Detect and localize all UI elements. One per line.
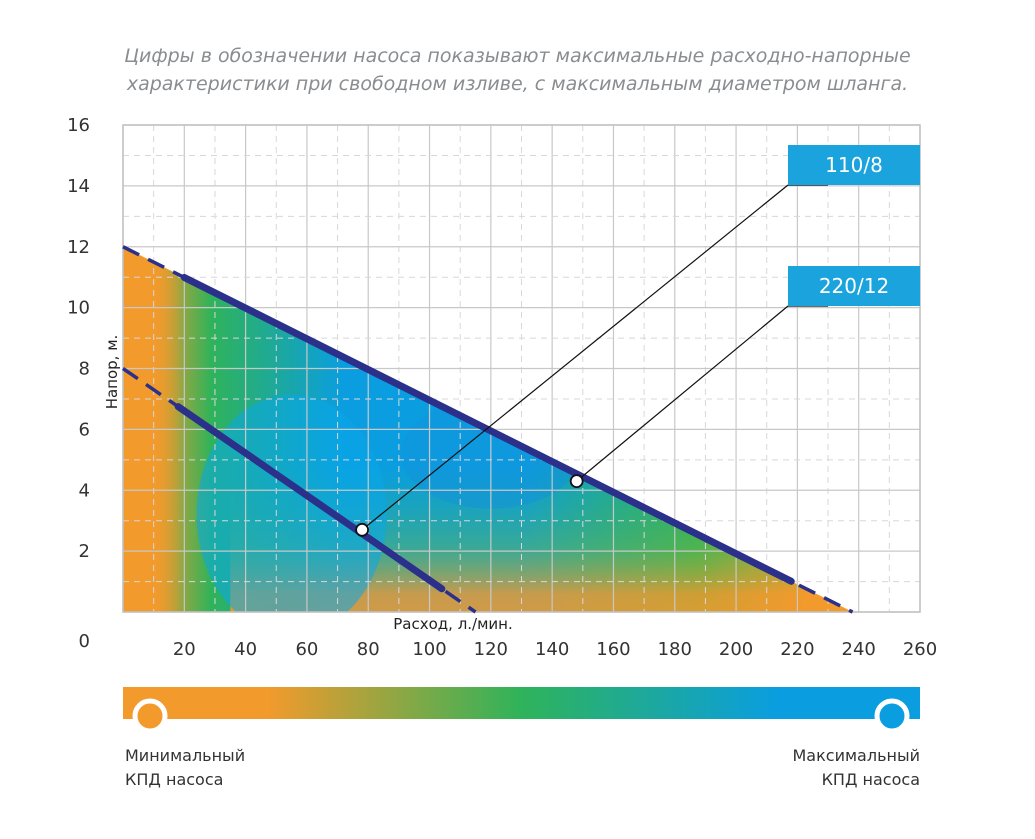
y-tick-label: 2 [79, 541, 90, 562]
caption-line-1: Цифры в обозначении насоса показывают ма… [124, 45, 911, 67]
pump-label-220-12: 220/12 [569, 266, 920, 489]
pump-curves [122, 245, 854, 614]
y-tick-label: 4 [79, 480, 90, 501]
y-tick-label: 14 [67, 176, 90, 197]
leader-line [361, 184, 789, 531]
pump-labels: 110/8 220/12 [355, 145, 920, 537]
x-tick-label: 80 [357, 639, 380, 660]
pump-label-110-8: 110/8 [355, 145, 920, 537]
max-efficiency-line-2: КПД насоса [821, 770, 920, 789]
x-tick-label: 20 [173, 639, 196, 660]
curve-marker [355, 522, 370, 537]
efficiency-legend-bar [123, 687, 920, 719]
caption-line-2: характеристики при свободном изливе, с м… [126, 73, 909, 95]
pump-label-box [788, 145, 920, 185]
efficiency-core-glow [196, 394, 387, 612]
chart-grid [122, 124, 921, 613]
min-efficiency-label: Минимальный КПД насоса [125, 744, 245, 792]
x-axis-title: Расход, л./мин. [393, 615, 513, 633]
pump-label-text: 220/12 [819, 274, 889, 298]
curve-110-8 [122, 367, 477, 614]
x-tick-label: 260 [903, 639, 937, 660]
min-efficiency-line-1: Минимальный [125, 746, 246, 765]
chart-caption: Цифры в обозначении насоса показывают ма… [0, 42, 1035, 98]
pump-label-box [788, 266, 920, 306]
y-tick-label: 12 [67, 237, 90, 258]
y-axis-ticks: 0 2 4 6 8 10 12 14 16 [67, 115, 90, 652]
x-tick-label: 60 [295, 639, 318, 660]
x-tick-label: 100 [412, 639, 446, 660]
x-tick-label: 180 [658, 639, 692, 660]
efficiency-legend [123, 687, 920, 734]
min-efficiency-line-2: КПД насоса [125, 770, 224, 789]
y-axis-title: Напор, м. [103, 335, 121, 410]
max-efficiency-label: Максимальный КПД насоса [793, 744, 921, 792]
curve-solid-segment [180, 273, 795, 585]
y-tick-label: 10 [67, 298, 90, 319]
max-efficiency-marker [874, 698, 910, 734]
leader-line [576, 305, 789, 482]
pump-label-text: 110/8 [825, 153, 883, 177]
x-tick-label: 120 [474, 639, 508, 660]
x-tick-label: 200 [719, 639, 753, 660]
y-tick-label: 6 [79, 419, 90, 440]
y-tick-label: 8 [79, 359, 90, 380]
curve-solid-segment [174, 403, 446, 593]
x-tick-label: 240 [842, 639, 876, 660]
y-tick-label: 16 [67, 115, 90, 136]
x-tick-label: 40 [234, 639, 257, 660]
x-tick-label: 220 [780, 639, 814, 660]
min-efficiency-marker [132, 698, 168, 734]
x-tick-label: 140 [535, 639, 569, 660]
x-axis-ticks: 20 40 60 80 100 120 140 160 180 200 220 240 260 [173, 639, 937, 660]
curve-220-12 [122, 245, 854, 614]
curve-marker [569, 474, 584, 489]
max-efficiency-line-1: Максимальный [792, 746, 921, 765]
x-tick-label: 160 [596, 639, 630, 660]
y-tick-label: 0 [79, 631, 90, 652]
